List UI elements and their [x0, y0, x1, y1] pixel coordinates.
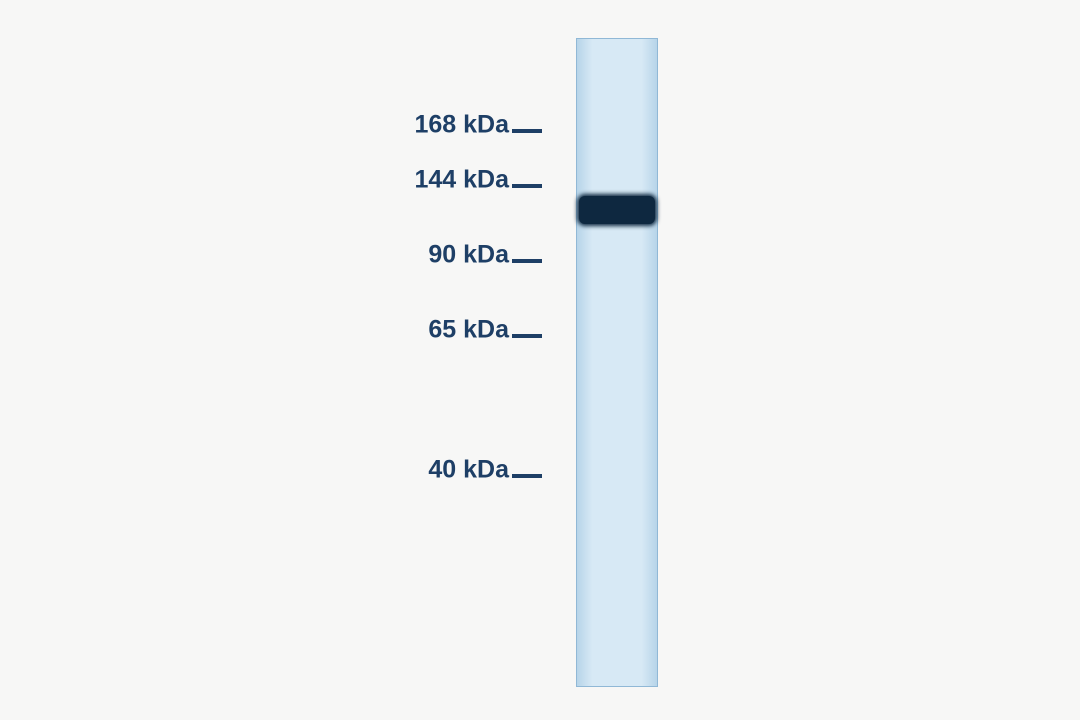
- mw-marker-label: 40 kDa: [428, 456, 509, 485]
- mw-marker-label: 168 kDa: [414, 111, 509, 140]
- mw-marker-tick: [512, 334, 542, 338]
- mw-marker-tick: [512, 259, 542, 263]
- mw-marker-tick: [512, 129, 542, 133]
- mw-marker-label: 144 kDa: [414, 166, 509, 195]
- mw-marker-label: 65 kDa: [428, 316, 509, 345]
- blot-lane: [576, 38, 658, 687]
- protein-band: [579, 196, 655, 224]
- mw-marker-label: 90 kDa: [428, 241, 509, 270]
- mw-marker-tick: [512, 474, 542, 478]
- figure-canvas: 168 kDa 144 kDa 90 kDa 65 kDa 40 kDa: [0, 0, 1080, 720]
- mw-marker-tick: [512, 184, 542, 188]
